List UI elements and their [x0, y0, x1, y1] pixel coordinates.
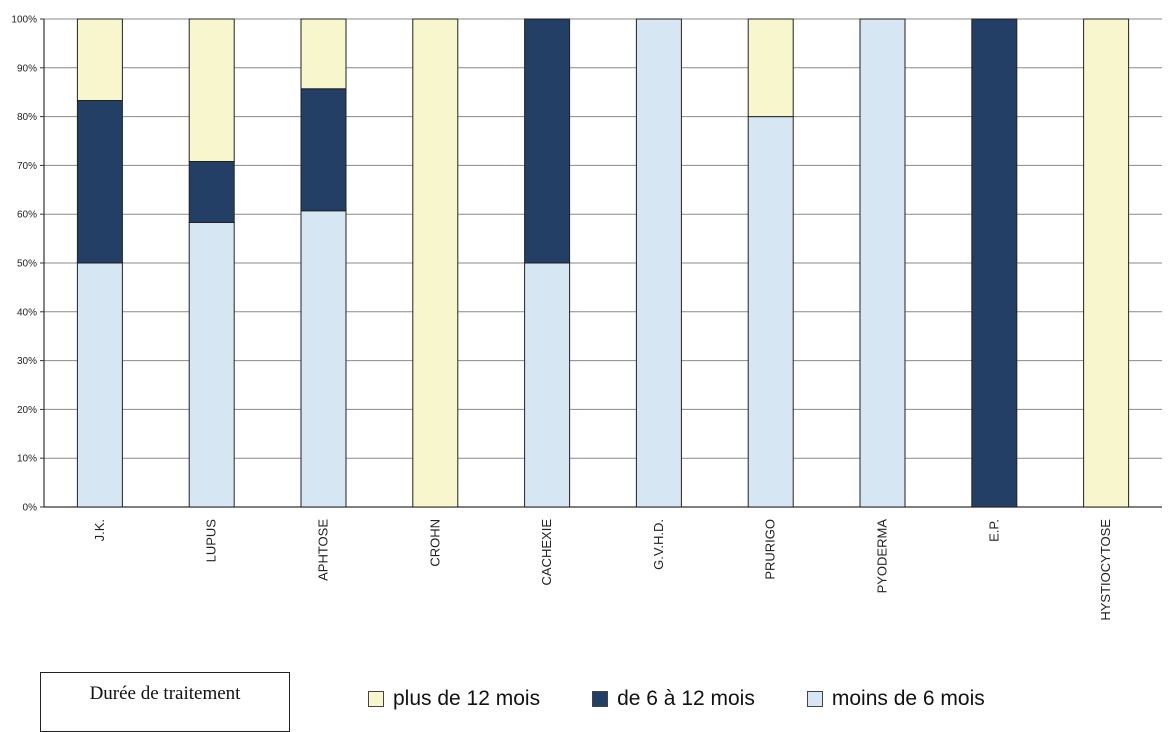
y-tick-label: 30%	[17, 356, 37, 367]
bars	[76, 18, 1130, 508]
bar-segment	[524, 18, 571, 264]
bar-segment	[747, 18, 794, 118]
y-tick-label: 100%	[11, 15, 37, 26]
category-labels: J.K. LUPUS APHTOSE CROHN CACHEXIE G.V.H.D. PRU…	[92, 519, 1113, 621]
category-label: APHTOSE	[316, 519, 331, 581]
category-label: CACHEXIE	[539, 519, 554, 586]
category-label: PYODERMA	[875, 519, 890, 594]
y-tick-label: 90%	[17, 63, 37, 74]
bar-segment	[76, 99, 123, 264]
legend-label-6-12: de 6 à 12 mois	[617, 687, 755, 710]
bar-segment	[524, 262, 571, 508]
bar-segment	[300, 210, 347, 508]
bar-segment	[1083, 18, 1130, 508]
y-tick-label: 80%	[17, 112, 37, 123]
y-tick-label: 20%	[17, 405, 37, 416]
legend-label-moins-6: moins de 6 mois	[831, 687, 985, 710]
legend-swatch-plus-12	[368, 691, 384, 707]
bar-segment	[300, 88, 347, 212]
legend-item-plus-12: plus de 12 mois	[368, 687, 540, 711]
y-tick-label: 0%	[23, 503, 38, 514]
y-tick-label: 10%	[17, 454, 37, 465]
bar-segment	[76, 18, 123, 101]
stacked-bar-chart: 0% 10% 20% 30% 40% 50% 60% 70% 80% 90% 100% J.K. LU…	[11, 15, 1162, 621]
bar-segment	[747, 116, 794, 508]
legend-title: Durée de traitement	[89, 683, 241, 704]
legend-label-plus-12: plus de 12 mois	[393, 687, 541, 710]
category-label: J.K.	[92, 519, 107, 541]
legend: plus de 12 mois de 6 à 12 mois moins de …	[368, 684, 985, 714]
category-label: PRURIGO	[763, 519, 778, 580]
bar-segment	[188, 221, 235, 508]
category-label: G.V.H.D.	[651, 519, 666, 570]
bar-segment	[76, 262, 123, 508]
legend-swatch-moins-6	[806, 691, 823, 707]
category-label: E.P.	[986, 519, 1001, 542]
bar-segment	[300, 18, 347, 90]
category-label: HYSTIOCYTOSE	[1098, 519, 1113, 621]
bar-segment	[188, 160, 235, 223]
bar-segment	[635, 18, 682, 508]
y-tick-label: 70%	[17, 161, 37, 172]
bar-segment	[859, 18, 906, 508]
bar-segment	[971, 18, 1018, 508]
legend-item-moins-6: moins de 6 mois	[806, 687, 985, 711]
legend-item-6-12: de 6 à 12 mois	[592, 687, 755, 711]
y-tick-label: 50%	[17, 259, 37, 270]
category-label: LUPUS	[204, 519, 219, 563]
bar-segment	[412, 18, 459, 508]
legend-swatch-6-12	[592, 691, 609, 707]
y-tick-label: 60%	[17, 210, 37, 221]
legend-title-box: Durée de traitement	[40, 672, 290, 732]
category-label: CROHN	[427, 519, 442, 567]
bar-segment	[188, 18, 235, 162]
y-tick-label: 40%	[17, 307, 37, 318]
